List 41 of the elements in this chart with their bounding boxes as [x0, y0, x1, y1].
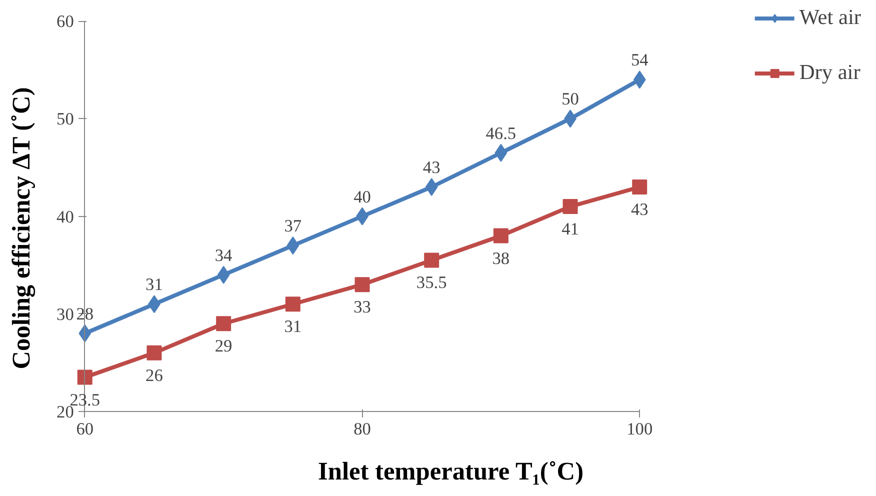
- data-label: 34: [214, 246, 233, 265]
- data-label: 43: [630, 200, 648, 220]
- data-label: 29: [214, 336, 232, 356]
- y-tick-label: 40: [56, 207, 74, 226]
- x-tick-label: 100: [626, 419, 653, 438]
- point: [424, 252, 440, 268]
- point: [216, 316, 232, 332]
- data-label: 40: [354, 187, 371, 206]
- point: [146, 345, 162, 360]
- data-label: 38: [492, 248, 510, 268]
- data-label: 31: [146, 275, 163, 294]
- data-label: 41: [562, 220, 579, 239]
- y-tick-label: 60: [56, 12, 74, 32]
- point: [354, 277, 370, 292]
- x-tick-label: 80: [354, 419, 371, 438]
- data-label: 26: [146, 366, 164, 385]
- data-label: 54: [630, 50, 649, 70]
- data-label: 31: [284, 317, 302, 336]
- data-label: 46.5: [486, 124, 516, 143]
- data-label: 37: [284, 216, 302, 236]
- x-tick-label: 60: [76, 419, 94, 438]
- point: [632, 180, 648, 195]
- point: [562, 199, 578, 214]
- point: [285, 296, 300, 312]
- y-axis-title: Cooling efficiency ΔT (˚C): [8, 87, 36, 370]
- legend-label: Dry air: [799, 60, 860, 85]
- point: [77, 370, 92, 385]
- point: [494, 144, 508, 162]
- legend-label: Wet air: [799, 5, 861, 30]
- data-label: 50: [562, 90, 579, 109]
- data-label: 33: [354, 298, 371, 317]
- data-label: 43: [422, 158, 440, 178]
- y-tick-label: 30: [56, 304, 74, 324]
- point: [217, 266, 230, 284]
- data-label: 35.5: [416, 273, 447, 292]
- point: [286, 236, 300, 255]
- y-tick-label: 50: [56, 110, 74, 129]
- point: [425, 178, 438, 196]
- point: [493, 228, 508, 244]
- x-axis-title: Inlet temperature T₁(˚C): [318, 458, 584, 486]
- point: [633, 70, 646, 89]
